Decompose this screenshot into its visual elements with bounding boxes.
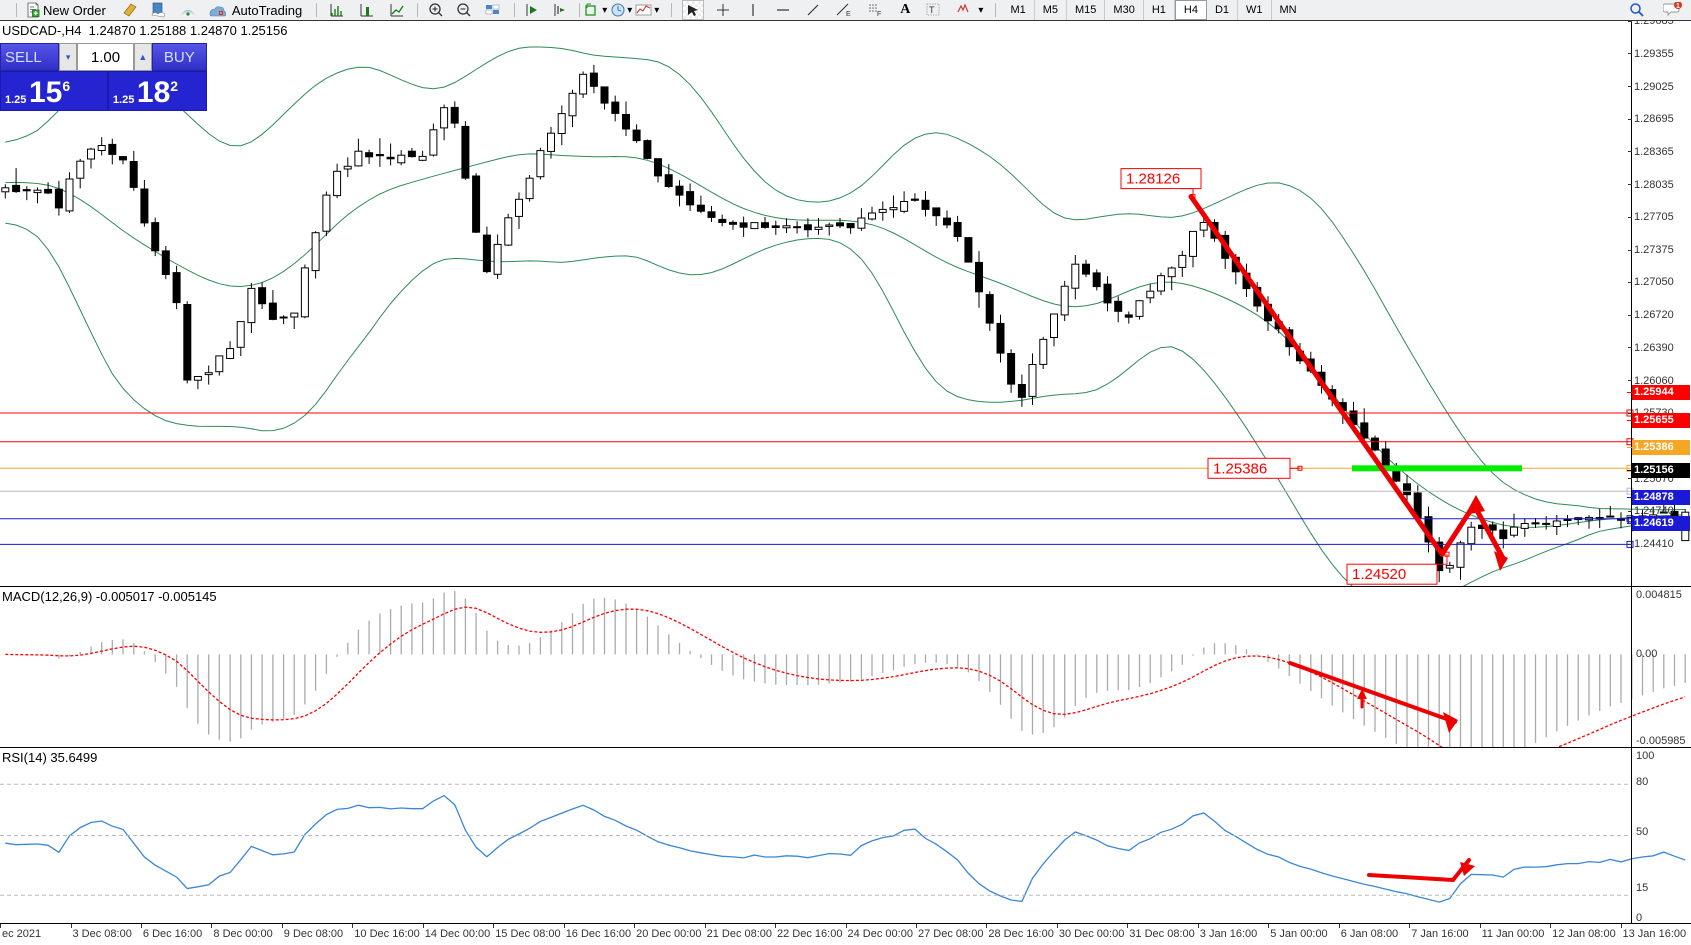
svg-text:1.25386: 1.25386: [1213, 460, 1267, 477]
svg-text:1.24520: 1.24520: [1352, 566, 1406, 583]
svg-text:E: E: [846, 11, 851, 17]
svg-text:1.28126: 1.28126: [1126, 171, 1180, 188]
svg-text:F: F: [877, 11, 881, 17]
svg-text:T: T: [929, 5, 935, 15]
svg-text:1: 1: [1676, 3, 1680, 10]
